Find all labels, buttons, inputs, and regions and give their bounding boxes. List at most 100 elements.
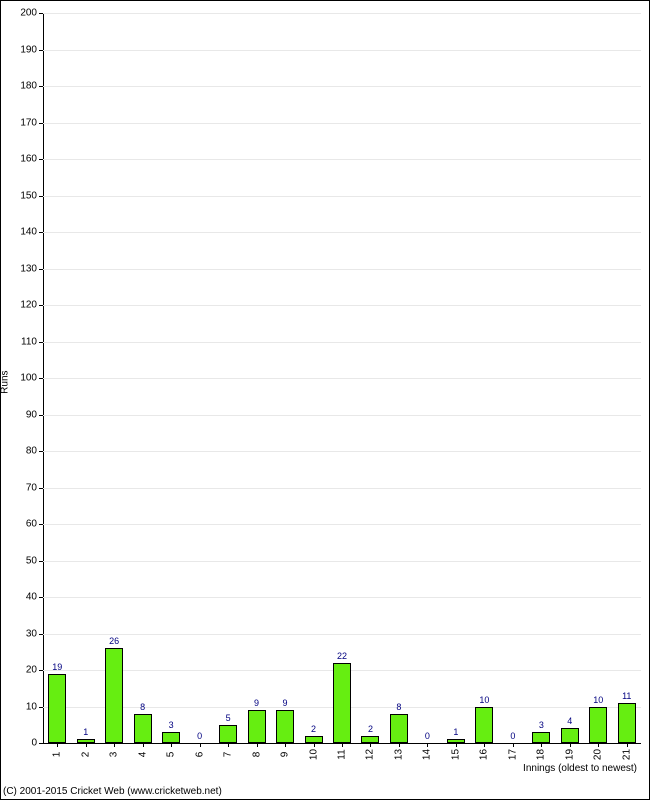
bar [305, 736, 323, 743]
grid-line [43, 524, 641, 525]
x-tick-label: 14 [422, 745, 433, 765]
bar [361, 736, 379, 743]
x-tick-label: 20 [593, 745, 604, 765]
y-tick-label: 190 [20, 44, 37, 55]
grid-line [43, 342, 641, 343]
grid-line [43, 305, 641, 306]
bar [134, 714, 152, 743]
bar [589, 707, 607, 744]
bar-value-label: 8 [140, 702, 145, 712]
x-tick-label: 4 [137, 745, 148, 765]
grid-line [43, 86, 641, 87]
x-tick-label: 2 [80, 745, 91, 765]
grid-line [43, 159, 641, 160]
y-tick-label: 80 [26, 446, 37, 457]
bar [276, 710, 294, 743]
bar-value-label: 0 [425, 731, 430, 741]
grid-line [43, 634, 641, 635]
grid-line [43, 269, 641, 270]
y-tick-label: 140 [20, 227, 37, 238]
grid-line [43, 232, 641, 233]
bar [618, 703, 636, 743]
bar [390, 714, 408, 743]
bar-value-label: 3 [169, 720, 174, 730]
bar-value-label: 19 [52, 662, 62, 672]
bar-value-label: 9 [254, 698, 259, 708]
y-tick-label: 200 [20, 8, 37, 19]
x-tick-label: 6 [194, 745, 205, 765]
x-tick-label: 11 [337, 745, 348, 765]
x-tick-label: 1 [52, 745, 63, 765]
bar [219, 725, 237, 743]
bar-value-label: 10 [593, 695, 603, 705]
grid-line [43, 123, 641, 124]
y-tick-label: 90 [26, 409, 37, 420]
x-axis-title: Innings (oldest to newest) [523, 763, 637, 774]
grid-line [43, 50, 641, 51]
bar [248, 710, 266, 743]
y-tick-label: 0 [31, 738, 37, 749]
x-tick-label: 5 [166, 745, 177, 765]
x-tick-label: 19 [564, 745, 575, 765]
y-axis-title: Runs [0, 370, 11, 393]
bar-value-label: 5 [226, 713, 231, 723]
x-tick-label: 21 [621, 745, 632, 765]
y-tick-label: 100 [20, 373, 37, 384]
y-tick-label: 20 [26, 665, 37, 676]
plot-area: 191268305992222801100341011 [43, 13, 641, 743]
bar [532, 732, 550, 743]
y-tick-label: 60 [26, 519, 37, 530]
bar-value-label: 10 [479, 695, 489, 705]
x-tick-label: 16 [479, 745, 490, 765]
y-tick-label: 70 [26, 482, 37, 493]
bar-value-label: 9 [283, 698, 288, 708]
bar-value-label: 2 [311, 724, 316, 734]
y-tick-label: 180 [20, 81, 37, 92]
x-tick-label: 8 [251, 745, 262, 765]
grid-line [43, 597, 641, 598]
bar-value-label: 26 [109, 636, 119, 646]
bar [475, 707, 493, 744]
x-tick-label: 12 [365, 745, 376, 765]
grid-line [43, 196, 641, 197]
x-tick-label: 15 [450, 745, 461, 765]
bar [333, 663, 351, 743]
bar-value-label: 8 [396, 702, 401, 712]
grid-line [43, 13, 641, 14]
grid-line [43, 561, 641, 562]
bar [105, 648, 123, 743]
bar-value-label: 2 [368, 724, 373, 734]
bar-value-label: 1 [83, 727, 88, 737]
y-tick-label: 130 [20, 263, 37, 274]
bar [561, 728, 579, 743]
y-tick-label: 50 [26, 555, 37, 566]
y-tick-label: 110 [21, 336, 37, 347]
y-tick-label: 160 [20, 154, 37, 165]
bar-value-label: 3 [539, 720, 544, 730]
bar [48, 674, 66, 743]
x-tick-label: 17 [507, 745, 518, 765]
grid-line [43, 488, 641, 489]
chart-container: Runs Innings (oldest to newest) 01020304… [0, 0, 650, 800]
x-tick-label: 13 [393, 745, 404, 765]
y-tick-label: 170 [20, 117, 37, 128]
y-tick-mark [39, 743, 43, 744]
y-tick-label: 10 [26, 701, 37, 712]
bar-value-label: 4 [567, 716, 572, 726]
x-tick-label: 9 [280, 745, 291, 765]
x-tick-label: 18 [536, 745, 547, 765]
footer-text: (C) 2001-2015 Cricket Web (www.cricketwe… [3, 786, 222, 797]
y-tick-label: 40 [26, 592, 37, 603]
y-tick-label: 30 [26, 628, 37, 639]
bar-value-label: 11 [622, 691, 631, 701]
bar [162, 732, 180, 743]
grid-line [43, 451, 641, 452]
y-tick-label: 150 [20, 190, 37, 201]
bar-value-label: 1 [453, 727, 458, 737]
y-tick-label: 120 [20, 300, 37, 311]
x-tick-label: 10 [308, 745, 319, 765]
bar-value-label: 0 [197, 731, 202, 741]
bar-value-label: 0 [510, 731, 515, 741]
x-tick-label: 3 [109, 745, 120, 765]
bar-value-label: 22 [337, 651, 347, 661]
